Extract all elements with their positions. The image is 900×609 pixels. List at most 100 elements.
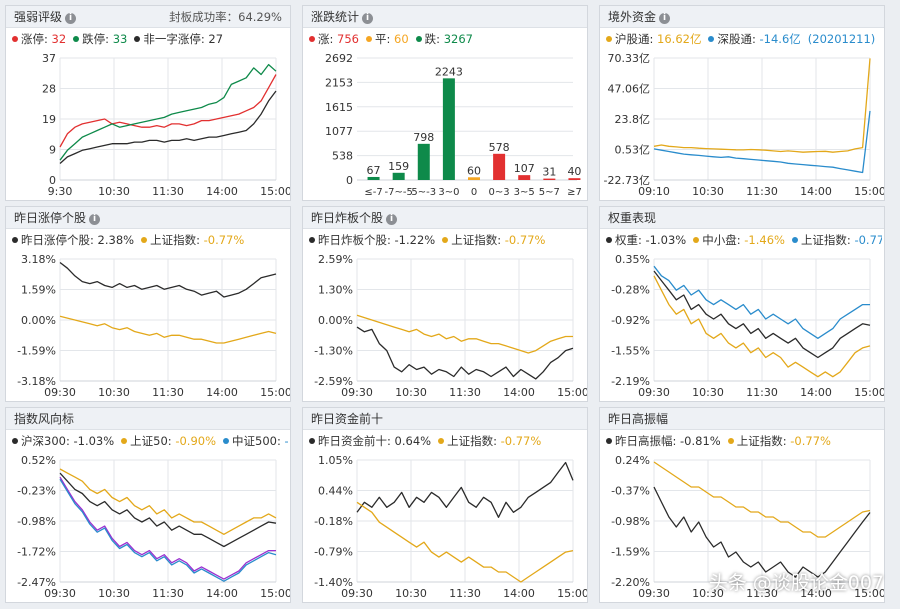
legend-item[interactable]: 上证指数: -0.77% (438, 434, 541, 448)
legend-value: -1.03% (73, 434, 115, 448)
legend-item[interactable]: 中证500: -1 (223, 434, 288, 448)
legend-label: 上证指数: (447, 434, 501, 448)
legend-dot-icon (12, 36, 18, 42)
y-tick-label: 0 (49, 174, 56, 187)
y-tick-label: -2.19% (611, 375, 650, 388)
legend-item[interactable]: 深股通: -14.6亿 (708, 32, 801, 46)
panel-header: 昨日资金前十 (303, 408, 587, 430)
y-tick-label: 0 (346, 174, 353, 187)
bar[interactable] (392, 172, 405, 180)
legend-item[interactable]: 昨日炸板个股: -1.22% (309, 233, 435, 247)
legend-label: 上证指数: (736, 434, 791, 448)
legend-item[interactable]: 非一字涨停: 27 (134, 32, 223, 46)
legend-value: 27 (208, 32, 224, 46)
chart: 0.35% -0.28% -0.92% -1.55% -2.19%09:30 10:30 1… (611, 253, 884, 399)
legend-item[interactable]: 涨停: 32 (12, 32, 66, 46)
bar[interactable] (367, 176, 380, 180)
x-tick-label: 10:30 (692, 185, 724, 198)
legend-dot-icon (309, 36, 315, 42)
chart: 3.18% 1.59% 0.00% -1.59% -3.18%09:30 10:30 11:… (17, 253, 290, 399)
legend-item[interactable]: (20201211) (808, 32, 876, 46)
legend-item[interactable]: 权重: -1.03% (606, 233, 686, 247)
info-icon[interactable]: i (65, 13, 77, 24)
x-tick-label: 3~5 (514, 187, 535, 198)
chart: 0.52% -0.23% -0.98% -1.72% -2.47%09:30 10:30 1… (17, 454, 290, 600)
y-tick-label: 2.59% (318, 253, 353, 266)
legend-value: -0.77% (203, 233, 245, 247)
y-tick-label: 0.53亿 (615, 144, 651, 157)
legend-item[interactable]: 平: 60 (365, 32, 409, 46)
x-tick-label: 14:00 (206, 587, 238, 600)
chart: 2692 2153 1615 1077 538 0 67 ≤-7 159 -7~-5 798 5~-3… (325, 52, 582, 198)
legend-dot-icon (309, 237, 315, 243)
legend-item[interactable]: 沪深300: -1.03% (12, 434, 114, 448)
legend-value: -1.46% (744, 233, 785, 247)
legend-item[interactable]: 沪股通: 16.62亿 (606, 32, 701, 46)
info-icon[interactable]: i (89, 214, 101, 225)
x-tick-label: 5~-3 (411, 187, 436, 198)
legend-dot-icon (141, 237, 148, 243)
info-icon[interactable]: i (386, 214, 398, 225)
x-tick-label: 15:00 (260, 386, 290, 399)
x-tick-label: 09:30 (341, 587, 373, 600)
legend-dot-icon (606, 438, 612, 444)
bar[interactable] (518, 175, 531, 180)
bar[interactable] (417, 143, 430, 180)
y-tick-label: -0.23% (17, 485, 56, 498)
panel-title: 权重表现 (608, 211, 657, 225)
legend-item[interactable]: 涨: 756 (309, 32, 359, 46)
panel-header: 强弱评级 i 封板成功率：64.29% (6, 6, 290, 28)
bar[interactable] (442, 78, 455, 180)
x-tick-label: 15:00 (854, 587, 884, 600)
y-tick-label: -2.20% (611, 576, 650, 589)
bar[interactable] (568, 178, 581, 180)
bar[interactable] (543, 178, 556, 180)
legend-label: 上证指数: (800, 233, 855, 247)
x-tick-label: 10:30 (98, 386, 130, 399)
x-tick-label: 14:00 (800, 587, 832, 600)
legend-value: 2.38% (97, 233, 135, 247)
legend-item[interactable]: 上证指数: -0.77% (442, 233, 545, 247)
series-line (59, 468, 277, 535)
y-tick-label: 0.00% (318, 314, 353, 327)
x-tick-label: 10:30 (692, 386, 724, 399)
legend-dot-icon (708, 36, 715, 42)
legend-dot-icon (309, 438, 315, 444)
bar[interactable] (493, 153, 506, 180)
bar-value-label: 107 (514, 162, 535, 175)
legend-item[interactable]: 中小盘: -1.46% (693, 233, 785, 247)
legend-item[interactable]: 上证50: -0.90% (121, 434, 216, 448)
legend-dot-icon (693, 237, 700, 243)
legend-item[interactable]: 上证指数: -0.77% (727, 434, 831, 448)
y-tick-label: 0.52% (21, 454, 56, 467)
legend-value: -1.03% (645, 233, 687, 247)
legend-item[interactable]: 上证指数: -0.77% (791, 233, 882, 247)
series-line (59, 476, 276, 580)
legend-item[interactable]: 昨日涨停个股: 2.38% (12, 233, 134, 247)
y-tick-label: 1.05% (318, 454, 353, 467)
legend-item[interactable]: 上证指数: -0.77% (141, 233, 244, 247)
x-tick-label: 09:30 (638, 386, 670, 399)
info-icon[interactable]: i (362, 13, 374, 24)
legend-dot-icon (12, 237, 18, 243)
bar-value-label: 159 (388, 160, 409, 173)
legend-item[interactable]: 跌停: 33 (73, 32, 127, 46)
panel-title: 昨日资金前十 (311, 412, 384, 426)
legend-label: 平: (374, 32, 395, 46)
bar[interactable] (468, 177, 480, 180)
bar-value-label: 40 (567, 165, 581, 178)
legend-item[interactable]: 跌: 3267 (415, 32, 473, 46)
info-icon[interactable]: i (659, 13, 671, 24)
chart: 2.59% 1.30% 0.00% -1.30% -2.59%09:30 10:30 11:… (314, 253, 587, 399)
legend-dot-icon (606, 36, 612, 42)
x-tick-label: 5~7 (539, 187, 560, 198)
legend: 沪股通: 16.62亿 深股通: -14.6亿 (20201211) (606, 31, 882, 47)
legend-label: 昨日炸板个股: (318, 233, 395, 247)
legend-item[interactable]: 昨日高振幅: -0.81% (606, 434, 721, 448)
series-line (59, 261, 277, 298)
chart: 37 28 19 9 09:30 10:30 11:30 14:00 15:00 (42, 52, 290, 198)
series-line (653, 265, 870, 339)
chart: 0.24% -0.37% -0.98% -1.59% -2.20%09:30 10:30 1… (611, 454, 884, 600)
legend-item[interactable]: 昨日资金前十: 0.64% (309, 434, 431, 448)
